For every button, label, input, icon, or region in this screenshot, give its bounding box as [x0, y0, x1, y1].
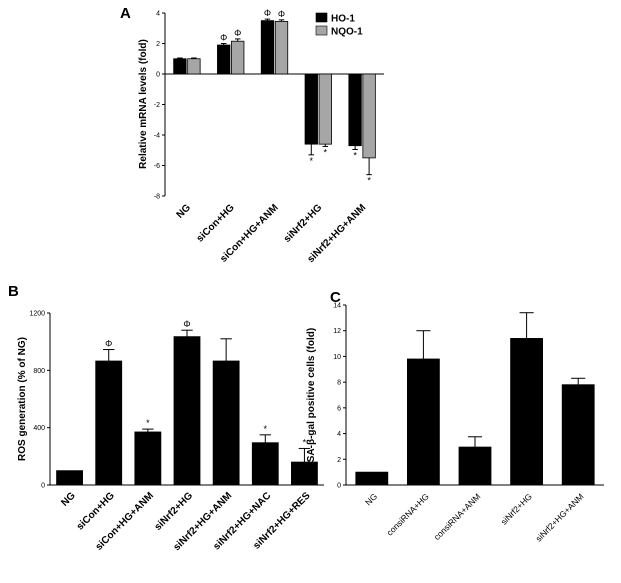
bar — [212, 360, 240, 486]
y-axis-label: SA-β-gal positive cells (fold) — [306, 328, 317, 462]
bar — [406, 358, 440, 486]
significance-mark: Φ — [105, 339, 112, 349]
y-tick-label: 1200 — [29, 311, 45, 318]
y-tick-label: 14 — [333, 303, 341, 310]
bar — [173, 58, 187, 75]
y-tick-label: 0 — [337, 483, 341, 490]
significance-mark: * — [310, 156, 314, 166]
category-label: siCon+HG — [195, 202, 237, 244]
significance-mark: * — [353, 150, 357, 160]
significance-mark: Φ — [264, 8, 271, 18]
bar — [134, 431, 162, 486]
significance-mark: Φ — [278, 9, 285, 19]
significance-mark: Φ — [234, 28, 241, 38]
bar — [187, 58, 201, 75]
category-label: siNrf2+HG+ANM — [533, 491, 585, 543]
bar — [510, 338, 544, 486]
bar — [291, 461, 318, 486]
panel-c: C 0 2 4 6 8 10 12 14 SA-β-gal positive cells (fo… — [306, 289, 604, 544]
y-tick-label: 2 — [156, 41, 160, 48]
category-label: NG — [175, 202, 194, 221]
panel-c-letter: C — [330, 289, 341, 306]
significance-mark: * — [146, 418, 150, 428]
significance-mark: Φ — [220, 33, 227, 43]
legend-label: NQO-1 — [331, 27, 363, 38]
y-tick-label: 10 — [333, 354, 341, 361]
y-tick-label: -6 — [154, 163, 160, 170]
legend-swatch — [315, 12, 328, 23]
y-tick-label: 8 — [337, 380, 341, 387]
y-tick-label: 4 — [156, 11, 160, 18]
panel-a: A 4 2 0 -2 -4 -6 -8 Relative mRNA levels (fold)… — [120, 5, 384, 265]
category-label: siNrf2+HG — [282, 202, 325, 245]
bar — [217, 44, 231, 75]
bar — [274, 20, 289, 75]
y-tick-label: 400 — [33, 425, 45, 432]
y-axis-label: ROS generation (% of NG) — [17, 337, 28, 461]
y-tick-label: 2 — [337, 457, 341, 464]
significance-mark: * — [324, 147, 328, 157]
category-label: NG — [363, 491, 379, 507]
y-tick-label: 0 — [156, 72, 160, 79]
bar — [260, 20, 275, 75]
bar — [355, 471, 389, 486]
bar — [56, 470, 83, 486]
panel-b: B 0 400 800 1200 ROS generation (% of NG) NG Φ… — [8, 283, 324, 553]
category-label: consiRNA+ANM — [432, 491, 483, 542]
y-tick-label: 6 — [337, 405, 341, 412]
bar — [348, 73, 362, 147]
category-label: siNrf2+HG — [153, 490, 196, 533]
category-label: consiRNA+HG — [384, 491, 430, 537]
y-axis-label: Relative mRNA levels (fold) — [138, 39, 149, 169]
panel-b-letter: B — [8, 283, 19, 300]
category-label: siCon+HG — [75, 490, 117, 532]
significance-mark: * — [303, 437, 307, 447]
bar — [318, 73, 332, 145]
bar — [251, 442, 279, 486]
y-tick-label: 4 — [337, 431, 341, 438]
legend-label: HO-1 — [331, 14, 355, 25]
y-tick-label: -2 — [154, 102, 160, 109]
bar — [231, 40, 245, 75]
bar — [362, 73, 376, 159]
bar — [173, 336, 201, 486]
y-tick-label: 12 — [333, 328, 341, 335]
category-label: NG — [59, 490, 78, 509]
significance-mark: Φ — [183, 319, 190, 329]
y-tick-label: 800 — [33, 368, 45, 375]
y-tick-label: -8 — [154, 194, 160, 201]
y-tick-label: -4 — [154, 133, 160, 140]
significance-mark: * — [264, 424, 268, 434]
bar — [561, 384, 595, 486]
y-tick-label: 0 — [41, 483, 45, 490]
significance-mark: * — [367, 176, 371, 186]
bar — [95, 360, 123, 486]
category-label: siNrf2+HG — [499, 491, 534, 526]
legend-swatch — [315, 25, 328, 36]
bar — [458, 446, 492, 486]
panel-a-letter: A — [120, 5, 131, 22]
bar — [304, 73, 318, 145]
